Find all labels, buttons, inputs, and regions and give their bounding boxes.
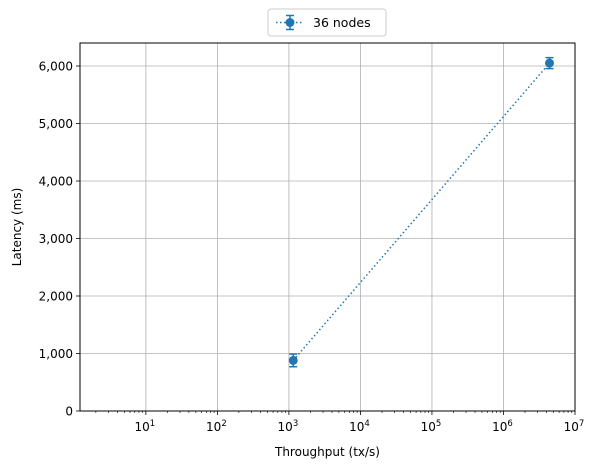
x-tick-label: 104 — [349, 419, 370, 434]
y-tick-label: 2,000 — [39, 290, 73, 304]
x-axis: 101 102 103 104 105 106 107 — [95, 411, 585, 434]
plot-frame — [79, 42, 576, 412]
legend-marker-swatch — [285, 18, 295, 27]
x-tick-label: 107 — [564, 419, 585, 434]
legend-label: 36 nodes — [313, 15, 371, 30]
y-axis-label: Latency (ms) — [10, 188, 24, 267]
x-tick-label: 101 — [135, 419, 156, 434]
series-layer — [288, 56, 554, 368]
data-point — [544, 58, 554, 68]
y-tick-label: 4,000 — [39, 175, 73, 189]
y-tick-label: 6,000 — [39, 60, 73, 74]
data-point — [288, 355, 298, 365]
y-tick-label: 1,000 — [39, 347, 73, 361]
y-tick-label: 0 — [65, 405, 73, 419]
x-tick-label: 106 — [492, 419, 513, 434]
legend-box — [267, 8, 387, 37]
x-tick-label: 103 — [278, 419, 299, 434]
legend: 36 nodes — [267, 8, 387, 37]
x-tick-label: 105 — [421, 419, 442, 434]
grid — [80, 43, 576, 412]
y-axis: 0 1,000 2,000 3,000 4,000 5,000 6,000 — [39, 60, 80, 419]
y-tick-label: 5,000 — [39, 117, 73, 131]
x-tick-label: 102 — [206, 419, 227, 434]
series-line — [292, 62, 551, 361]
x-axis-label: Throughput (tx/s) — [274, 445, 380, 459]
y-tick-label: 3,000 — [39, 232, 73, 246]
